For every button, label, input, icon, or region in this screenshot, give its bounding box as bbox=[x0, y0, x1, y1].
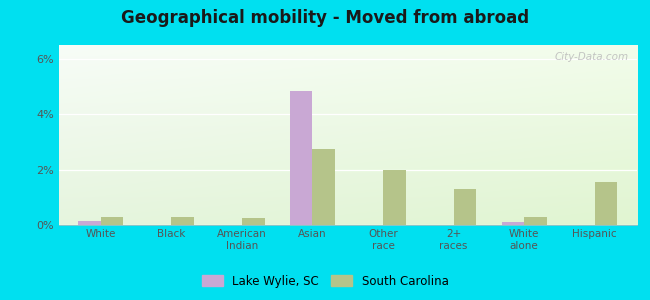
Bar bbox=[172, 217, 194, 225]
Bar bbox=[383, 169, 406, 225]
Legend: Lake Wylie, SC, South Carolina: Lake Wylie, SC, South Carolina bbox=[198, 271, 452, 291]
Bar bbox=[524, 217, 547, 225]
Bar bbox=[78, 221, 101, 225]
Bar bbox=[502, 222, 524, 225]
Bar bbox=[313, 149, 335, 225]
Text: Geographical mobility - Moved from abroad: Geographical mobility - Moved from abroa… bbox=[121, 9, 529, 27]
Text: City-Data.com: City-Data.com bbox=[554, 52, 629, 62]
Bar bbox=[101, 217, 124, 225]
Bar bbox=[242, 218, 265, 225]
Bar bbox=[595, 182, 618, 225]
Bar bbox=[454, 189, 476, 225]
Bar bbox=[290, 91, 313, 225]
